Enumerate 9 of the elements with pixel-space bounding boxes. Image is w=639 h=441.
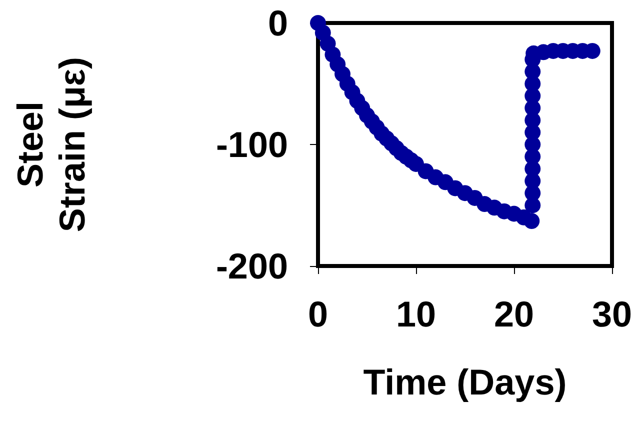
y-tick-label: 0 xyxy=(268,2,288,44)
y-tick-label: -200 xyxy=(216,246,288,286)
y-axis-title: Steel Strain (με) xyxy=(10,56,92,232)
x-tick-label: 20 xyxy=(494,294,534,334)
x-tick-label: 30 xyxy=(592,294,632,334)
x-axis-title: Time (Days) xyxy=(363,362,567,402)
y-tick-label: -100 xyxy=(216,124,288,165)
x-tick-label: 10 xyxy=(396,294,436,334)
x-tick-label: 0 xyxy=(308,294,328,334)
